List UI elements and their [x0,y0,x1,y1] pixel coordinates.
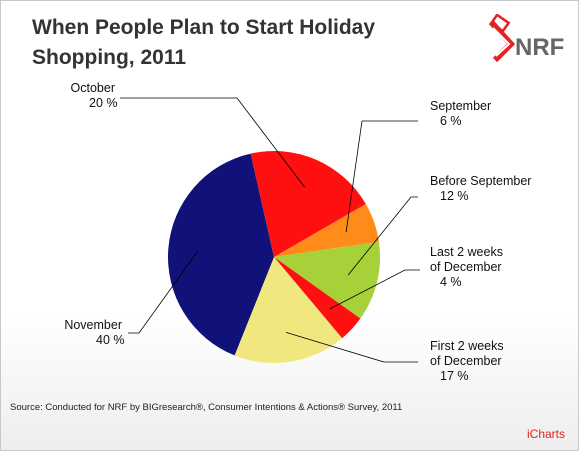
leader-line-october [120,97,305,188]
slice-label-first-2-weeks-of-december: First 2 weeks of December 17 % [430,339,504,383]
pie-slice-last-2-weeks-of-december [274,257,361,339]
slice-label-october: October 20 % [71,81,118,110]
nrf-logo: NRF [488,14,564,63]
slice-label-last-2-weeks-of-december: Last 2 weeks of December 4 % [430,245,503,289]
leader-line-september [345,120,418,233]
leader-line-november [128,250,199,334]
leader-line-last-2-weeks-of-december [329,269,420,310]
pie-slice-before-september [274,241,380,319]
chart-title: When People Plan to Start Holiday Shoppi… [32,16,376,69]
slice-label-september: September 6 % [430,99,491,128]
nrf-logo-tag-icon [488,14,516,63]
pie-slice-first-2-weeks-of-december [234,257,343,364]
leader-line-first-2-weeks-of-december [285,331,418,363]
pie-slice-september [274,204,379,257]
slice-label-november: November 40 % [64,318,124,347]
nrf-logo-text: NRF [515,34,564,61]
chart-source: Source: Conducted for NRF by BIGresearch… [10,402,403,413]
icharts-watermark: iCharts [526,427,565,441]
pie-slice-november [167,153,274,356]
slice-label-before-september: Before September 12 % [430,174,531,203]
leader-line-before-september [347,196,418,276]
pie-slice-october [250,151,366,257]
